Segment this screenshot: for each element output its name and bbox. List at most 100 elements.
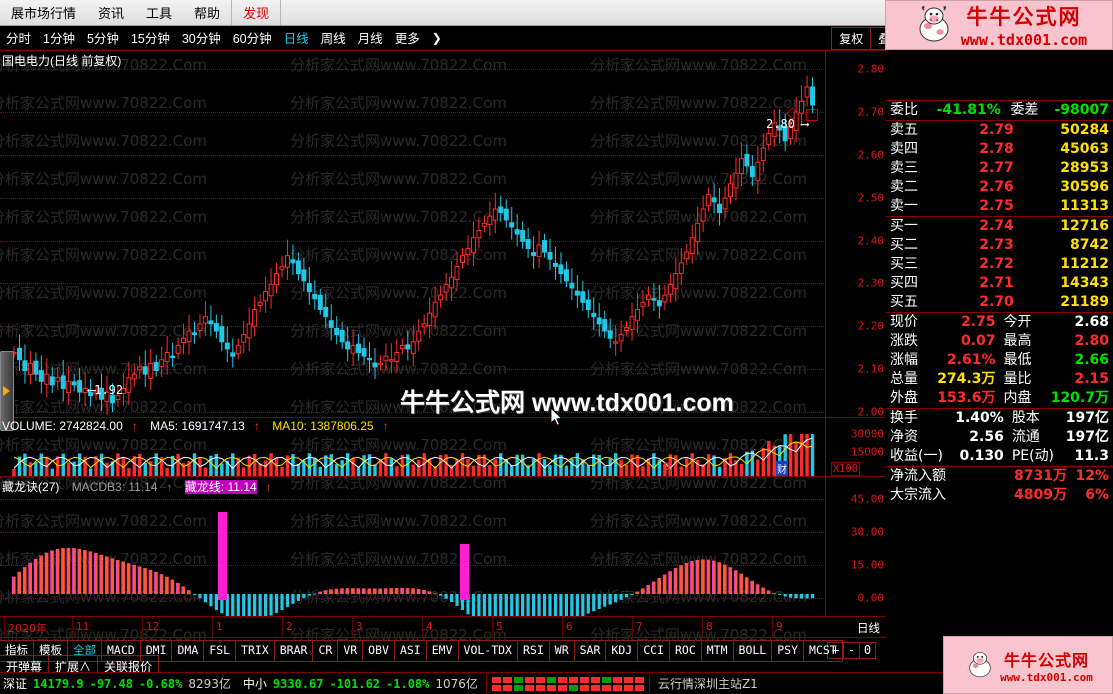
heatmap-cell[interactable] (524, 684, 534, 691)
order-book-row[interactable]: 买五 2.70 21189 (886, 293, 1113, 312)
indicator-button-wr[interactable]: WR (548, 640, 575, 662)
indicator-button-mtm[interactable]: MTM (700, 640, 734, 662)
order-book-row[interactable]: 卖一 2.75 11313 (886, 197, 1113, 216)
heatmap-cell[interactable] (623, 684, 633, 691)
diff-label: 委差 (1010, 102, 1039, 118)
macd-tick-30-00: 30.00 (850, 525, 884, 539)
heatmap-cell[interactable] (590, 684, 600, 691)
level-volume: 45063 (1060, 141, 1109, 157)
indicator-button-kdj[interactable]: KDJ (605, 640, 639, 662)
stat-value-right: 2.68 (1074, 314, 1109, 330)
index2-name[interactable]: 中小 (242, 677, 267, 691)
bid-table[interactable]: 买一 2.74 12716 买二 2.73 8742 买三 2.72 11212 买四 2.71 14… (886, 216, 1113, 312)
chart-area[interactable]: 分析家公式网www.70822.Com 分析家公式网www.70822.Com 分析… (0, 50, 886, 664)
market-heatmap-mini[interactable] (491, 676, 644, 691)
server-label[interactable]: 云行情深圳主站Z1 (657, 677, 758, 691)
heatmap-cell[interactable] (513, 676, 523, 683)
heatmap-cell[interactable] (491, 676, 501, 683)
period-tab-5min[interactable]: 5分钟 (86, 32, 119, 46)
heatmap-cell[interactable] (634, 684, 644, 691)
heatmap-cell[interactable] (579, 676, 589, 683)
period-tab-30min[interactable]: 30分钟 (181, 32, 221, 46)
heatmap-cell[interactable] (634, 676, 644, 683)
heatmap-cell[interactable] (535, 684, 545, 691)
heatmap-cell[interactable] (491, 684, 501, 691)
level-label: 买三 (890, 256, 918, 272)
heatmap-cell[interactable] (579, 684, 589, 691)
heatmap-cell[interactable] (513, 684, 523, 691)
heatmap-cell[interactable] (557, 676, 567, 683)
quote-panel: 委比 -41.81% 委差 -98007 卖五 2.79 50284 卖四 2.78 45… (886, 50, 1113, 664)
menu-item-tools[interactable]: 工具 (146, 6, 173, 21)
order-book-row[interactable]: 买一 2.74 12716 (886, 217, 1113, 237)
heatmap-cell[interactable] (524, 676, 534, 683)
heatmap-cell[interactable] (623, 676, 633, 683)
price-tick-2-40: 2.40 (857, 234, 885, 247)
order-book-row[interactable]: 卖四 2.78 45063 (886, 140, 1113, 159)
price-plot[interactable] (0, 51, 824, 417)
fund-flow-table: 净流入额 8731万 12% 大宗流入 4809万 6% (886, 466, 1113, 505)
indicator-button-cci[interactable]: CCI (637, 640, 670, 662)
indicator-button-roc[interactable]: ROC (668, 640, 702, 662)
period-tab-daily[interactable]: 日线 (283, 32, 309, 46)
heatmap-cell[interactable] (601, 684, 611, 691)
order-book-row[interactable]: 买二 2.73 8742 (886, 236, 1113, 255)
diff-value: -98007 (1054, 102, 1109, 118)
order-book-row[interactable]: 卖五 2.79 50284 (886, 121, 1113, 141)
ask-table[interactable]: 卖五 2.79 50284 卖四 2.78 45063 卖三 2.77 28953 卖二 2.76 3… (886, 120, 1113, 216)
fundamental-row: 换手 1.40% 股本 197亿 (886, 409, 1113, 429)
order-book-row[interactable]: 卖三 2.77 28953 (886, 159, 1113, 178)
period-tab-60min[interactable]: 60分钟 (232, 32, 272, 46)
price-panel[interactable]: 国电电力(日线 前复权) 2.80 2.70 2.60 2.50 2.40 2.30 2.2… (0, 50, 886, 431)
heatmap-cell[interactable] (502, 684, 512, 691)
menu-item-news[interactable]: 资讯 (98, 6, 125, 21)
period-tab-weekly[interactable]: 周线 (320, 32, 346, 46)
heatmap-cell[interactable] (612, 676, 622, 683)
volume-panel[interactable]: VOLUME: 2742824.00 ↑ MA5: 1691747.13 ↑ MA1… (0, 417, 886, 477)
menu-item-discover[interactable]: 发现 (231, 0, 282, 25)
heatmap-cell[interactable] (535, 676, 545, 683)
indicator-button-psy[interactable]: PSY (771, 640, 805, 662)
macd-signal-bar (460, 544, 469, 600)
site-watermark: 牛牛公式网 www.tdx001.com (400, 389, 734, 417)
logo-top-url: www.tdx001.com (960, 31, 1088, 49)
zoom-reset-button[interactable]: 0 (859, 642, 876, 659)
x-tick-11: 9 (776, 620, 783, 633)
price-tick-2-50: 2.50 (857, 191, 885, 205)
period-tab-more[interactable]: 更多 (394, 32, 420, 46)
heatmap-cell[interactable] (601, 676, 611, 683)
macd-panel[interactable]: 藏龙诀(27) MACDB3: 11.14 ↑ 藏龙线: 11.14 ↑ 45.00… (0, 461, 886, 617)
heatmap-cell[interactable] (590, 676, 600, 683)
gridline (0, 283, 824, 285)
menu-item-help[interactable]: 帮助 (194, 6, 221, 21)
order-book-row[interactable]: 买三 2.72 11212 (886, 255, 1113, 274)
index1-name[interactable]: 深证 (3, 677, 28, 691)
period-tab-monthly[interactable]: 月线 (357, 32, 383, 46)
x-axis-period-label: 日线 (857, 623, 880, 635)
heatmap-cell[interactable] (557, 684, 567, 691)
heatmap-cell[interactable] (612, 684, 622, 691)
indicator-button-emv[interactable]: EMV (425, 640, 459, 662)
period-tab-1min[interactable]: 1分钟 (43, 32, 75, 46)
chevron-right-icon[interactable]: ❯ (431, 30, 442, 45)
indicator-button-vol-tdx[interactable]: VOL-TDX (457, 640, 518, 662)
fund-value-left: 0.130 (959, 448, 1004, 464)
heatmap-cell[interactable] (568, 684, 578, 691)
order-book-row[interactable]: 卖二 2.76 30596 (886, 178, 1113, 197)
indicator-button-mcst[interactable]: MCST (803, 640, 843, 662)
heatmap-cell[interactable] (568, 676, 578, 683)
heatmap-cell[interactable] (546, 684, 556, 691)
macd-plot[interactable] (0, 477, 824, 617)
x-tick-3: 1 (216, 620, 223, 633)
period-tab-intraday[interactable]: 分时 (6, 32, 32, 46)
heatmap-cell[interactable] (546, 676, 556, 683)
order-book-row[interactable]: 买四 2.71 14343 (886, 274, 1113, 293)
indicator-button-boll[interactable]: BOLL (732, 640, 773, 662)
period-tab-15min[interactable]: 15分钟 (130, 32, 170, 46)
tool-adjust-button[interactable]: 复权 (831, 27, 872, 50)
indicator-button-rsi[interactable]: RSI (516, 640, 550, 662)
menu-item-market[interactable]: 展市场行情 (11, 6, 77, 21)
stat-row: 外盘 153.6万 内盘 120.7万 (886, 389, 1113, 408)
heatmap-cell[interactable] (502, 676, 512, 683)
indicator-button-sar[interactable]: SAR (573, 640, 607, 662)
